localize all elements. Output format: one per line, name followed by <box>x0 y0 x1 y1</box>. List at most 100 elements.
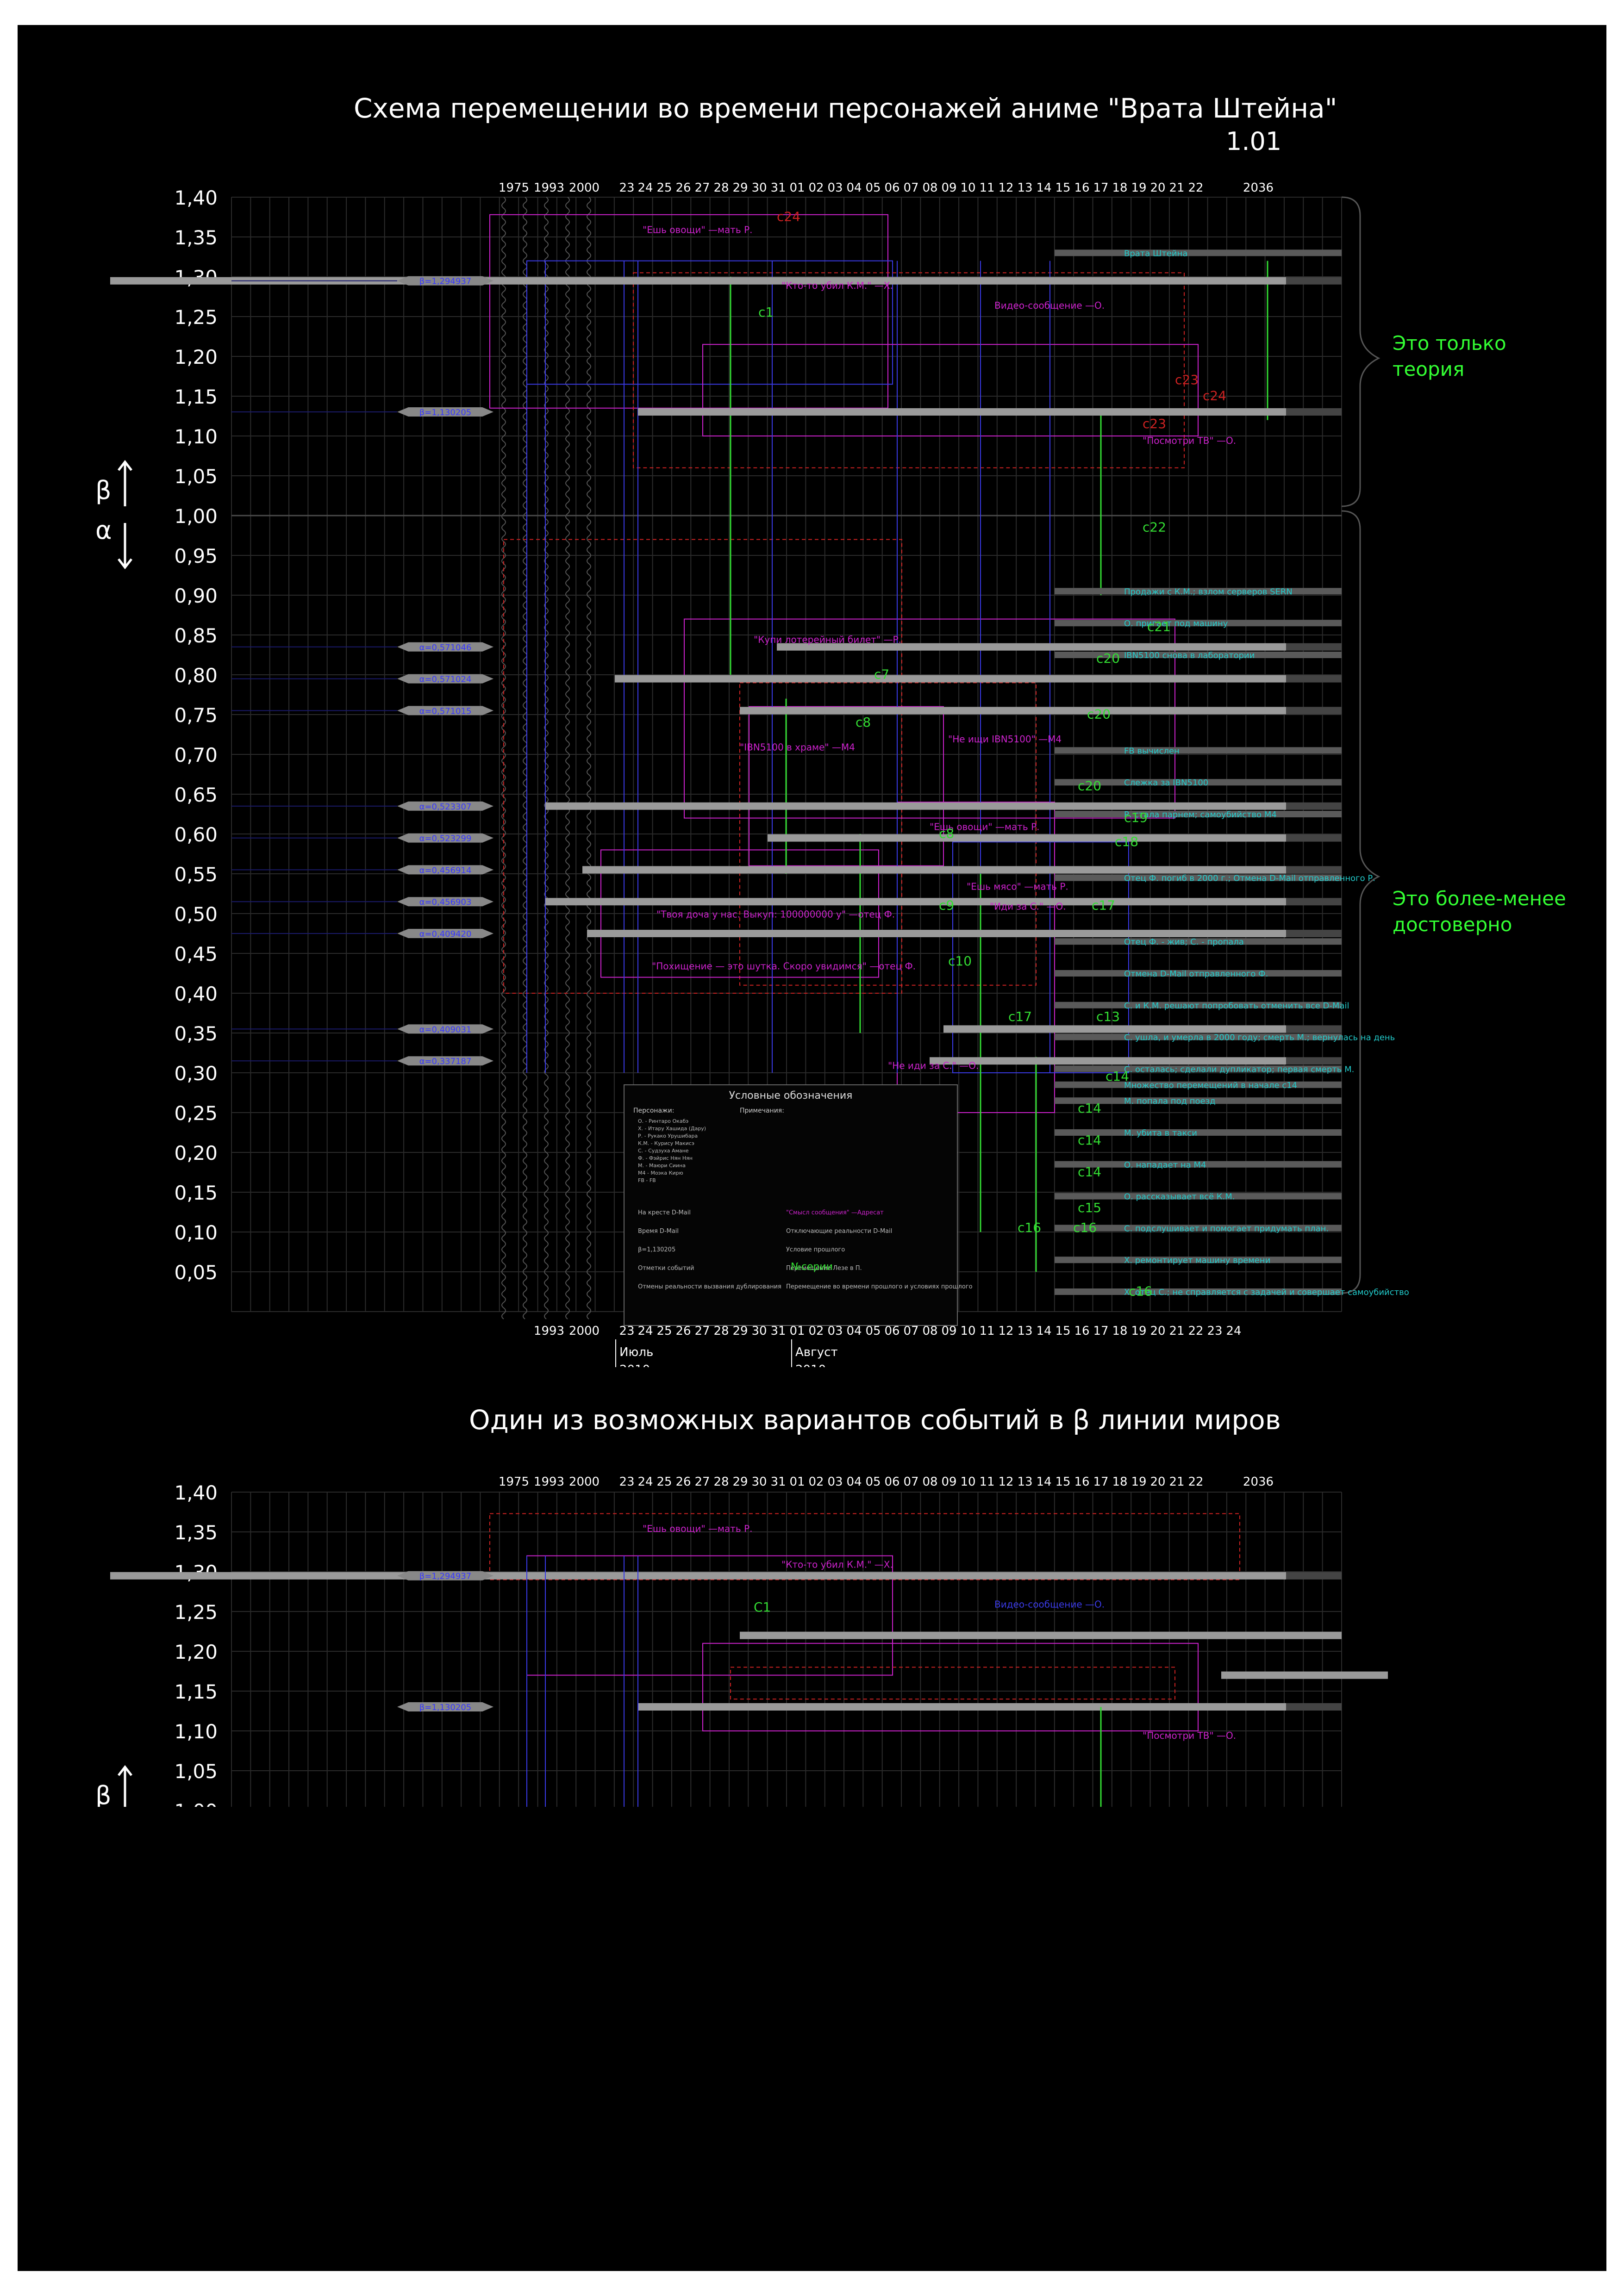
y-tick-label: 1,05 <box>174 1760 218 1783</box>
x-top-label: 11 <box>979 1475 994 1489</box>
y-tick-label: 0,90 <box>174 585 218 607</box>
x-bottom-label: 04 <box>846 1324 862 1338</box>
legend-character: Ф. - Фэйрис Нян Нян <box>638 1155 693 1161</box>
episode-marker: c13 <box>1096 1009 1120 1024</box>
world-caption: О. рассказывает всё К.М. <box>1124 1192 1235 1202</box>
y-tick-label: 0,20 <box>174 1142 218 1164</box>
trajectory-box <box>702 1643 1199 1731</box>
worldline-tag-shape <box>397 929 493 938</box>
brace-theory <box>1341 196 1380 507</box>
x-top-label: 11 <box>979 181 994 195</box>
y-tick-label: 1,10 <box>174 425 218 448</box>
x-top-label: 26 <box>675 181 691 195</box>
x-top-label: 22 <box>1188 1475 1203 1489</box>
episode-marker: c1 <box>758 305 774 320</box>
episode-marker: c14 <box>1078 1164 1101 1180</box>
x-bottom-label: 21 <box>1169 1324 1184 1338</box>
episode-marker: c14 <box>1078 1101 1101 1116</box>
world-caption: Отец Ф. погиб в 2000 г.; Отмена D-Mail о… <box>1124 874 1375 884</box>
worldline-tag-shape <box>397 833 493 843</box>
trajectory-box <box>739 682 1037 986</box>
x-top-label: 21 <box>1169 1475 1184 1489</box>
worldline-tag-label: α=0,571015 <box>419 706 472 716</box>
legend-label: Отмены реальности вызвания дублирования <box>638 1283 781 1290</box>
episode-marker: C1 <box>754 1599 771 1615</box>
y-tick-label: 1,00 <box>174 505 218 528</box>
episode-marker: c14 <box>1078 1132 1101 1148</box>
x-top-label: 04 <box>846 181 862 195</box>
y-tick-label: 0,75 <box>174 704 218 727</box>
x-bottom-label: 08 <box>922 1324 937 1338</box>
episode-marker: c16 <box>1018 1220 1041 1235</box>
x-bottom-label: 2000 <box>569 1324 600 1338</box>
x-top-label: 15 <box>1055 1475 1070 1489</box>
y-tick-label: 1,05 <box>174 465 218 488</box>
legend-character: О. - Ринтаро Окабэ <box>638 1118 688 1124</box>
y-tick-label: 1,35 <box>174 1521 218 1544</box>
trajectory-box <box>600 849 879 978</box>
legend-notes-title: Примечания: <box>740 1107 784 1114</box>
x-top-label: 1993 <box>534 1475 564 1489</box>
x-bottom-label: 16 <box>1074 1324 1089 1338</box>
y-tick-label: 1,20 <box>174 346 218 368</box>
x-top-label: 20 <box>1150 1475 1165 1489</box>
x-top-label: 09 <box>941 1475 956 1489</box>
x-top-label: 02 <box>808 181 824 195</box>
worldline-tag-label: β=1,130205 <box>419 408 471 417</box>
world-caption: С. ушла, и умерла в 2000 году; смерть М.… <box>1124 1033 1395 1043</box>
dmail-quote: "Твоя доча у нас. Выкуп: 100000000 у" —о… <box>656 909 895 920</box>
episode-marker: c16 <box>1129 1284 1152 1299</box>
x-top-label: 18 <box>1112 1475 1127 1489</box>
timeline-diagram-beta: 1,401,351,301,251,201,151,101,051,001975… <box>95 1475 1388 1807</box>
y-tick-label: 0,50 <box>174 903 218 926</box>
x-top-label: 08 <box>922 181 937 195</box>
legend-label: Отметки событий <box>638 1265 694 1272</box>
episode-marker: c14 <box>1106 1069 1129 1084</box>
x-bottom-label: 17 <box>1093 1324 1108 1338</box>
y-tick-label: 0,95 <box>174 545 218 567</box>
dmail-quote: "Посмотри ТВ" —О. <box>1143 435 1236 446</box>
x-top-label: 2036 <box>1243 1475 1274 1489</box>
worldline-tag-label: α=0,571024 <box>419 675 472 684</box>
x-top-label: 30 <box>751 181 767 195</box>
x-bottom-label: 29 <box>732 1324 748 1338</box>
note-reliable-line-1: Это более-менее <box>1393 887 1566 910</box>
x-top-label: 07 <box>903 1475 918 1489</box>
x-top-label: 17 <box>1093 1475 1108 1489</box>
x-top-label: 13 <box>1017 1475 1032 1489</box>
x-top-label: 19 <box>1131 181 1146 195</box>
note-reliable: Это более-менее достоверно <box>1393 886 1566 938</box>
episode-marker: c7 <box>874 667 889 682</box>
episode-marker: c8 <box>856 715 871 730</box>
x-top-label: 31 <box>770 1475 786 1489</box>
worldline-tag-label: α=0,456903 <box>419 897 472 907</box>
episode-marker: c9 <box>939 897 954 913</box>
episode-marker: c22 <box>1143 519 1166 535</box>
legend-characters-title: Персонажи: <box>633 1107 674 1114</box>
worldline-tag-shape <box>397 897 493 907</box>
dmail-quote: "Похищение — это шутка. Скоро увидимся" … <box>652 960 916 971</box>
world-caption: Слежка за IBN5100 <box>1124 778 1208 788</box>
y-tick-label: 0,35 <box>174 1022 218 1045</box>
worldline-tag-label: α=0,409031 <box>419 1025 472 1034</box>
x-top-label: 08 <box>922 1475 937 1489</box>
y-tick-label: 1,15 <box>174 1680 218 1703</box>
alpha-arrow <box>118 523 132 570</box>
x-bottom-label: 06 <box>884 1324 899 1338</box>
x-top-label: 1975 <box>499 1475 529 1489</box>
x-bottom-label: 09 <box>941 1324 956 1338</box>
world-caption: Врата Штейна <box>1124 249 1187 258</box>
x-bottom-label: 02 <box>808 1324 824 1338</box>
y-tick-label: 0,15 <box>174 1182 218 1204</box>
worldline-tag-label: α=0,523307 <box>419 802 472 812</box>
world-caption: О. нападает на М4 <box>1124 1160 1206 1170</box>
x-top-label: 10 <box>960 181 975 195</box>
legend-title: Условные обозначения <box>729 1090 853 1101</box>
worldline-tag-shape <box>397 1024 493 1034</box>
x-bottom-label: 22 <box>1188 1324 1203 1338</box>
x-bottom-label: 13 <box>1017 1324 1032 1338</box>
x-top-label: 27 <box>694 181 710 195</box>
x-top-label: 15 <box>1055 181 1070 195</box>
worldline-tag-shape <box>397 706 493 716</box>
x-top-label: 07 <box>903 181 918 195</box>
